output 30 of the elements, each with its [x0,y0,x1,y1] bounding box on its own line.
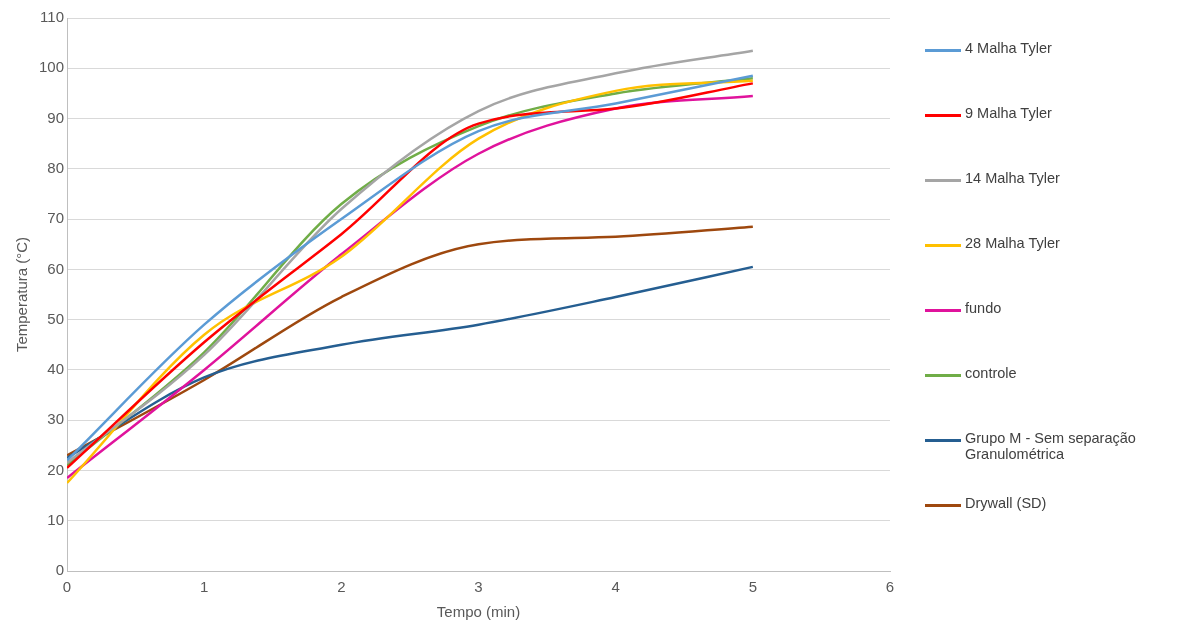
x-axis-title: Tempo (min) [436,603,521,621]
y-axis-title: Temperatura (°C) [13,236,31,353]
legend-label: Grupo M - Sem separação Granulométrica [965,430,1137,462]
x-tick-label: 6 [885,578,895,596]
y-tick-label: 10 [47,510,65,528]
legend-label: 9 Malha Tyler [965,105,1052,121]
y-tick-label: 110 [40,8,65,26]
y-tick-label: 50 [47,309,65,327]
line-series [67,265,755,460]
y-tick-label: 0 [55,561,65,579]
legend-label: 28 Malha Tyler [965,235,1060,251]
x-tick-label: 5 [748,578,758,596]
y-tick-label: 90 [47,108,65,126]
y-tick-label: 100 [39,58,65,76]
y-tick-label: 20 [47,460,65,478]
x-tick-label: 1 [200,578,209,596]
x-tick-label: 3 [474,578,483,596]
legend-label: 4 Malha Tyler [965,40,1052,56]
y-tick-label: 30 [47,410,65,428]
legend-label: fundo [965,300,1002,316]
y-tick-label: 70 [47,209,65,227]
legend-label: Drywall (SD) [965,495,1047,511]
line-series [67,225,755,457]
y-tick-label: 60 [47,259,65,277]
x-tick-label: 4 [611,578,620,596]
y-tick-label: 80 [47,158,65,176]
x-tick-label: 2 [337,578,346,596]
legend-label: controle [965,365,1017,381]
legend-label: 14 Malha Tyler [965,170,1060,186]
y-tick-label: 40 [47,360,65,378]
